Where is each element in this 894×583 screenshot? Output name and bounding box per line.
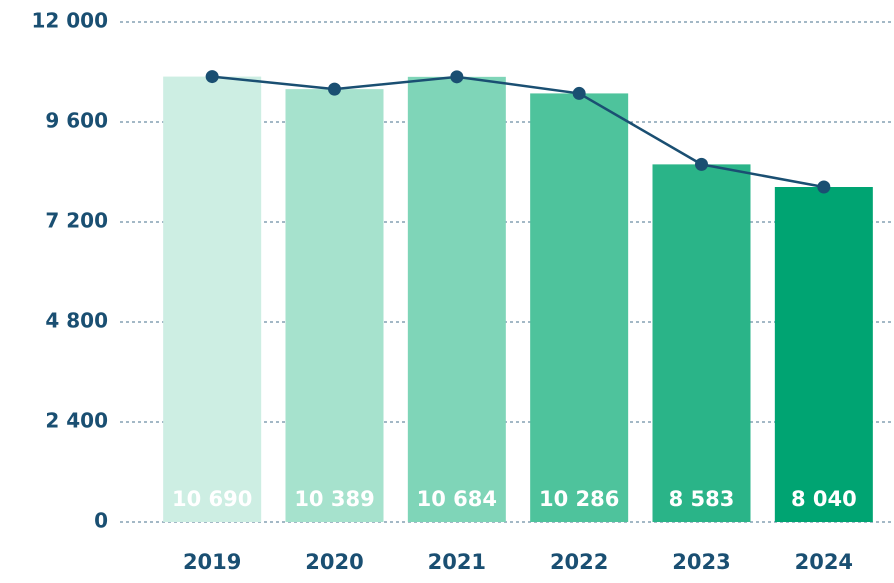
bar xyxy=(407,76,506,522)
bar xyxy=(530,93,629,523)
value-label: 10 389 xyxy=(294,487,374,511)
line-point xyxy=(572,86,586,100)
y-tick-label: 4 800 xyxy=(45,309,108,333)
line-point xyxy=(205,70,219,84)
x-tick-label: 2023 xyxy=(672,550,730,574)
bar xyxy=(285,89,384,522)
x-tick-label: 2024 xyxy=(795,550,853,574)
bar xyxy=(163,76,262,522)
x-tick-label: 2020 xyxy=(305,550,363,574)
y-tick-label: 9 600 xyxy=(45,109,108,133)
x-tick-label: 2022 xyxy=(550,550,608,574)
y-tick-label: 7 200 xyxy=(45,209,108,233)
value-label: 8 583 xyxy=(669,487,735,511)
y-tick-label: 0 xyxy=(94,509,108,533)
x-tick-label: 2019 xyxy=(183,550,241,574)
bar xyxy=(652,164,751,522)
line xyxy=(212,75,825,189)
x-tick-label: 2021 xyxy=(428,550,486,574)
line-point xyxy=(695,157,708,171)
line-point xyxy=(450,70,464,84)
line-point xyxy=(328,82,341,96)
y-tick-label: 2 400 xyxy=(45,409,108,433)
value-label: 10 684 xyxy=(417,487,497,511)
line-point xyxy=(817,180,831,194)
value-label: 8 040 xyxy=(791,487,857,511)
value-label: 10 690 xyxy=(172,487,252,511)
bar xyxy=(774,187,873,522)
value-label: 10 286 xyxy=(539,487,619,511)
y-tick-label: 12 000 xyxy=(31,9,108,33)
